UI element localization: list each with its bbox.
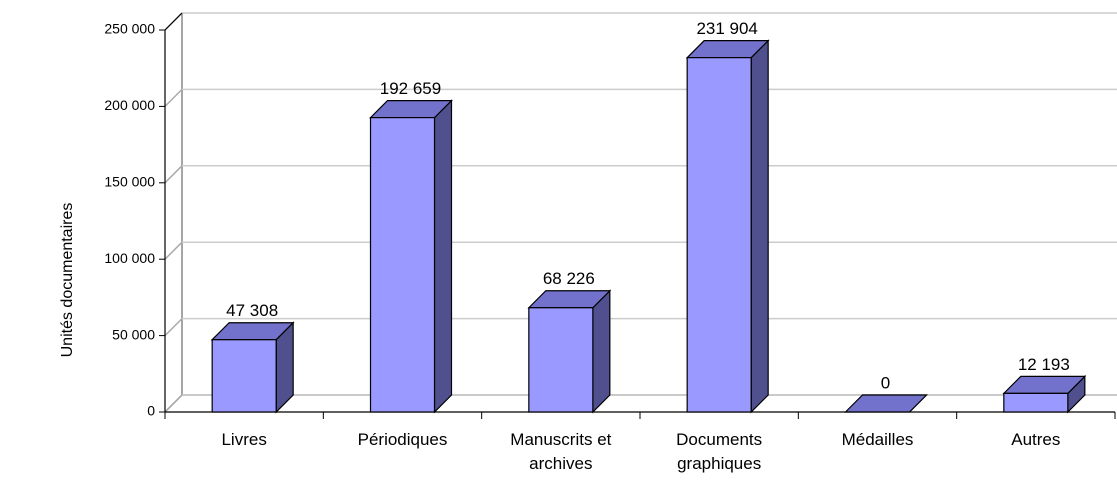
bar [369,117,436,413]
y-axis-depth [164,12,183,31]
x-tick-label: Médailles [841,430,914,449]
y-tick-label: 250 000 [104,21,155,37]
y-tick-label: 50 000 [112,326,155,342]
grid-line [164,165,183,184]
value-label: 47 308 [226,301,278,320]
bar-side [592,289,611,414]
x-tick-label: Documents graphiques [676,430,763,473]
value-label: 0 [881,373,890,392]
y-tick-label: 0 [147,403,155,419]
bar-side [750,39,769,414]
grid-line [164,394,183,413]
grid-line [164,241,183,260]
y-axis-title: Unités documentaires [59,203,76,358]
bar-top [844,394,928,413]
x-tick-label: Manuscrits et archives [510,430,612,473]
value-label: 231 904 [696,19,757,38]
value-label: 12 193 [1018,355,1070,374]
grid-line [164,318,183,337]
bar-side [433,99,453,414]
value-label: 68 226 [543,269,595,288]
grid-line [164,88,183,107]
x-tick-label: Périodiques [357,430,448,449]
bar [528,307,594,413]
x-tick-label: Livres [221,430,267,449]
y-tick-label: 100 000 [104,250,155,266]
x-tick-label: Autres [1011,430,1061,449]
value-label: 192 659 [380,79,441,98]
bar [211,339,277,413]
y-tick-label: 200 000 [104,97,155,113]
y-tick-label: 150 000 [104,174,155,190]
bar [1003,392,1069,413]
bar [686,57,752,413]
